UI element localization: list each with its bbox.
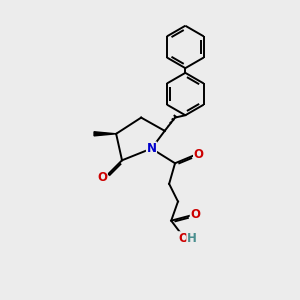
Text: N: N (146, 142, 157, 155)
Text: H: H (187, 232, 197, 245)
Text: O: O (190, 208, 200, 221)
Text: O: O (194, 148, 204, 160)
Text: O: O (97, 172, 107, 184)
Text: O: O (178, 232, 188, 245)
Polygon shape (94, 132, 116, 136)
